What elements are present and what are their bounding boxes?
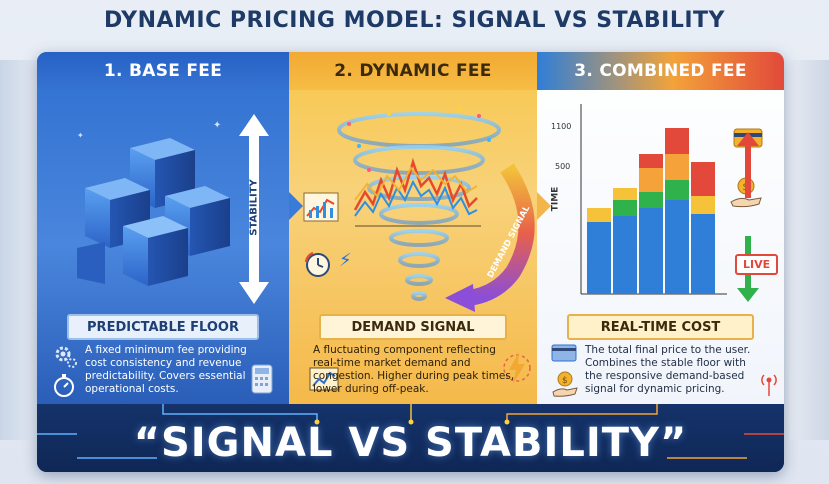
axis-tick-1100: 1100 bbox=[551, 122, 572, 131]
live-badge: LIVE bbox=[735, 254, 779, 275]
svg-text:$: $ bbox=[562, 376, 568, 386]
panel-heading: 1. BASE FEE bbox=[37, 52, 289, 90]
axis-label-time: TIME bbox=[550, 186, 561, 212]
panel-description: The total final price to the user. Combi… bbox=[585, 344, 751, 395]
bidirectional-arrow-icon bbox=[737, 132, 759, 302]
separator-arrow-2 bbox=[537, 192, 551, 220]
background-blur-left bbox=[0, 60, 40, 440]
svg-text:✦: ✦ bbox=[77, 131, 84, 140]
background-blur-right bbox=[789, 60, 829, 440]
spark-bolt-icon bbox=[503, 352, 531, 384]
dollar-hand-icon: $ bbox=[552, 371, 578, 397]
page-title: DYNAMIC PRICING MODEL: SIGNAL VS STABILI… bbox=[104, 8, 725, 33]
banner-real-time-cost: REAL-TIME COST bbox=[567, 314, 754, 340]
svg-text:✦: ✦ bbox=[213, 120, 221, 131]
stability-side-label: STABILITY bbox=[248, 179, 260, 236]
panel-heading: 2. DYNAMIC FEE bbox=[289, 52, 537, 90]
lightning-icon: ⚡ bbox=[339, 250, 352, 271]
axis-tick-500: 500 bbox=[555, 162, 571, 171]
circuit-lines bbox=[37, 404, 784, 459]
stopwatch-icon bbox=[54, 374, 74, 397]
bar-chart-icon bbox=[303, 192, 339, 222]
stacked-bar-illustration bbox=[580, 104, 727, 295]
panel-dynamic-fee: 2. DYNAMIC FEE bbox=[289, 52, 537, 404]
signal-broadcast-icon bbox=[761, 374, 777, 396]
price-card-icon bbox=[551, 344, 577, 362]
refresh-clock-icon bbox=[304, 251, 330, 277]
panel-description: A fluctuating component reflecting real-… bbox=[313, 344, 515, 395]
demand-signal-chart bbox=[353, 157, 481, 227]
infographic-frame: 1. BASE FEE bbox=[37, 52, 784, 472]
banner-predictable-floor: PREDICTABLE FLOOR bbox=[67, 314, 259, 340]
panel-base-fee: 1. BASE FEE bbox=[37, 52, 289, 404]
slogan-text: “SIGNAL VS STABILITY” bbox=[133, 420, 688, 466]
separator-arrow-1 bbox=[289, 192, 303, 220]
cubes-illustration: ✦ ✦ bbox=[77, 120, 230, 286]
gears-icon bbox=[55, 346, 77, 368]
line-chart-icon bbox=[309, 367, 339, 391]
panel-description: A fixed minimum fee providing cost consi… bbox=[85, 344, 247, 395]
calculator-icon bbox=[251, 364, 273, 394]
demand-signal-arrow-icon bbox=[445, 163, 535, 312]
stability-arrow-icon bbox=[239, 114, 269, 304]
tornado-illustration bbox=[337, 108, 501, 301]
panel-combined-fee: 3. COMBINED FEE 1100 500 TIME bbox=[537, 52, 784, 404]
panel-heading: 3. COMBINED FEE bbox=[537, 52, 784, 90]
banner-demand-signal: DEMAND SIGNAL bbox=[319, 314, 507, 340]
